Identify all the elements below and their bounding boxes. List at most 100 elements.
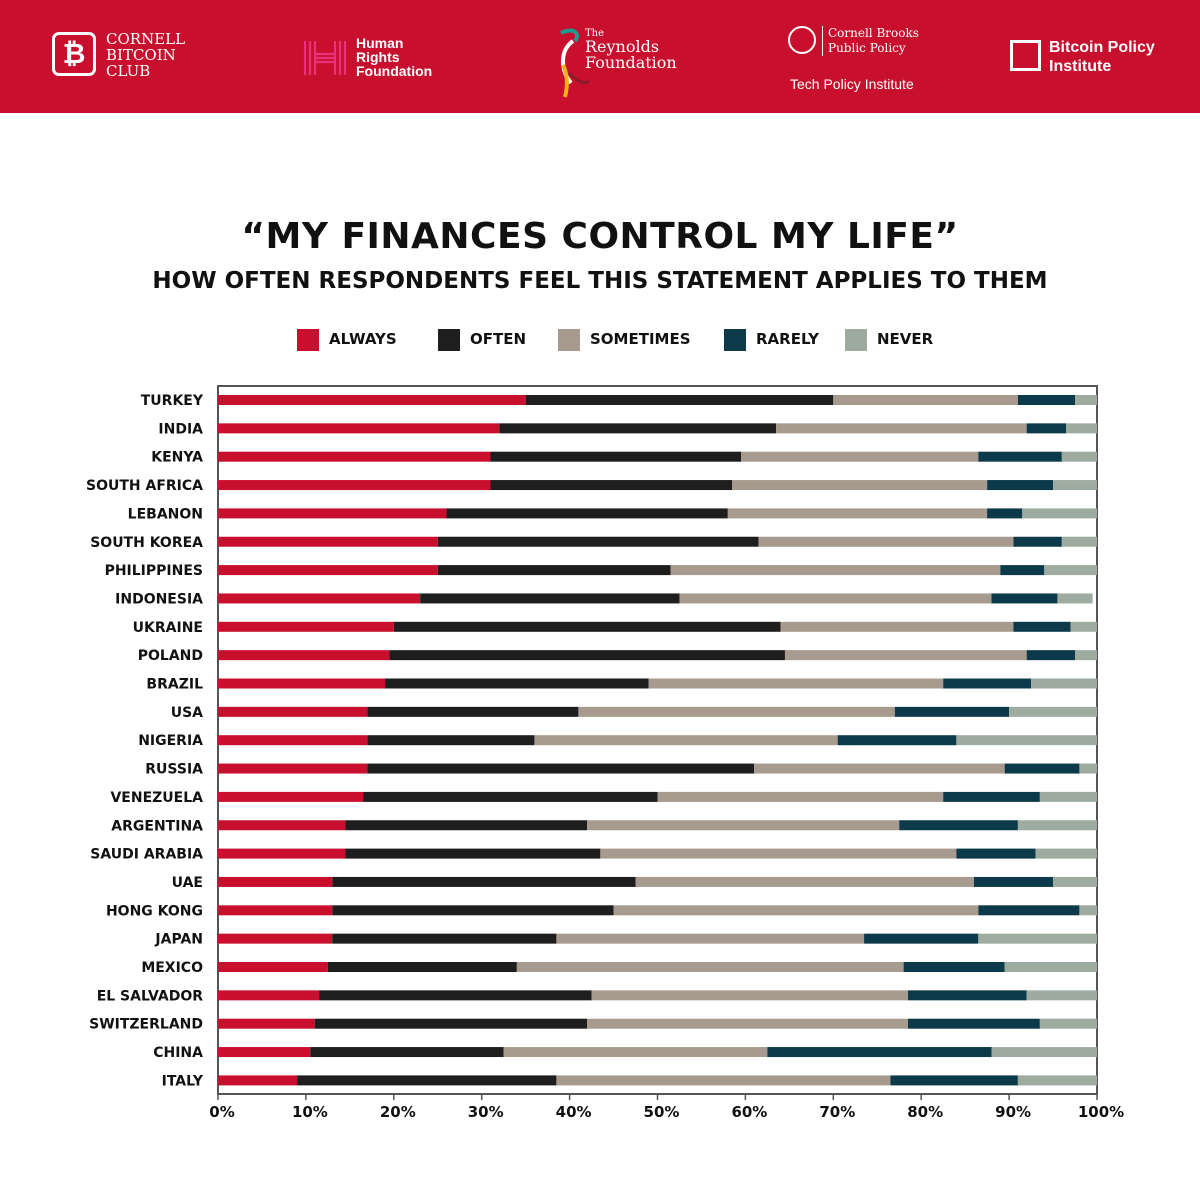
x-tick-label: 50% xyxy=(644,1103,680,1120)
bar-south-korea-never xyxy=(1061,536,1097,547)
reynolds-the: The xyxy=(585,28,605,39)
bar-brazil-always xyxy=(218,678,386,689)
bar-south-africa-never xyxy=(1053,480,1097,491)
chart-title: “MY FINANCES CONTROL MY LIFE” xyxy=(241,216,959,257)
bar-poland-always xyxy=(218,650,390,661)
bar-india-rarely xyxy=(1026,423,1067,434)
bar-lebanon-never xyxy=(1022,508,1097,519)
x-tick-label: 60% xyxy=(731,1103,767,1120)
bar-venezuela-sometimes xyxy=(657,791,944,802)
bar-hong-kong-sometimes xyxy=(613,905,979,916)
category-label-switzerland: SWITZERLAND xyxy=(89,1017,203,1033)
bar-philippines-sometimes xyxy=(670,565,1001,576)
cornell-seal-icon xyxy=(788,26,816,54)
x-tick-label: 80% xyxy=(907,1103,943,1120)
bar-uae-always xyxy=(218,876,333,887)
bar-indonesia-often xyxy=(420,593,680,604)
bar-hong-kong-often xyxy=(332,905,614,916)
bar-mexico-always xyxy=(218,962,328,972)
legend-label-often: OFTEN xyxy=(470,330,527,348)
bar-ukraine-rarely xyxy=(1013,621,1071,632)
legend-label-sometimes: SOMETIMES xyxy=(590,330,691,348)
bar-saudi-arabia-often xyxy=(345,848,601,859)
x-tick-label: 100% xyxy=(1078,1103,1124,1120)
bpi-square-icon xyxy=(1010,40,1041,71)
tech-policy-institute-text: Tech Policy Institute xyxy=(790,76,914,92)
bar-south-korea-sometimes xyxy=(758,536,1014,547)
bar-argentina-never xyxy=(1017,820,1097,831)
legend-swatch-always xyxy=(297,329,319,351)
bar-venezuela-always xyxy=(218,791,364,802)
category-label-uae: UAE xyxy=(172,875,203,891)
bar-usa-rarely xyxy=(894,706,1010,717)
x-tick-label: 10% xyxy=(292,1103,328,1120)
bar-el-salvador-never xyxy=(1026,990,1097,1001)
bar-switzerland-always xyxy=(218,1018,315,1029)
hrf-text: Human Rights Foundation xyxy=(356,35,433,79)
bar-india-often xyxy=(499,423,777,434)
bar-japan-often xyxy=(332,933,557,944)
cornell-brooks-text: Cornell Brooks Public Policy xyxy=(828,26,919,55)
reynolds-ribbon-icon xyxy=(560,28,591,98)
category-label-india: INDIA xyxy=(158,421,203,437)
bar-indonesia-sometimes xyxy=(679,593,992,604)
bar-china-sometimes xyxy=(503,1047,768,1058)
bar-south-africa-rarely xyxy=(987,480,1054,491)
bar-hong-kong-never xyxy=(1079,905,1097,916)
bar-japan-always xyxy=(218,933,333,944)
bar-uae-rarely xyxy=(973,876,1054,887)
category-label-china: CHINA xyxy=(153,1045,203,1061)
bar-argentina-always xyxy=(218,820,346,831)
bar-lebanon-always xyxy=(218,508,447,519)
bar-indonesia-always xyxy=(218,593,421,604)
x-tick-label: 20% xyxy=(380,1103,416,1120)
category-label-argentina: ARGENTINA xyxy=(111,818,203,834)
category-label-italy: ITALY xyxy=(162,1073,204,1089)
bar-ukraine-often xyxy=(393,621,781,632)
category-label-russia: RUSSIA xyxy=(145,762,203,778)
category-label-turkey: TURKEY xyxy=(141,393,204,409)
bar-south-korea-often xyxy=(437,536,759,547)
category-label-saudi-arabia: SAUDI ARABIA xyxy=(90,847,203,863)
x-tick-label: 90% xyxy=(995,1103,1031,1120)
bar-saudi-arabia-sometimes xyxy=(600,848,957,859)
bar-mexico-rarely xyxy=(903,962,1005,972)
cornell-brooks-logo: Cornell Brooks Public Policy Tech Policy… xyxy=(788,26,948,96)
bitcoin-policy-institute-logo: Bitcoin Policy Institute xyxy=(1010,38,1170,78)
chart-subtitle: HOW OFTEN RESPONDENTS FEEL THIS STATEMEN… xyxy=(152,268,1048,294)
bar-el-salvador-often xyxy=(319,990,592,1001)
bar-uae-sometimes xyxy=(635,876,974,887)
category-label-hong-kong: HONG KONG xyxy=(106,903,203,919)
bar-uae-often xyxy=(332,876,636,887)
bar-china-rarely xyxy=(767,1047,992,1058)
bar-el-salvador-sometimes xyxy=(591,990,909,1001)
bar-switzerland-sometimes xyxy=(587,1018,909,1029)
bar-el-salvador-always xyxy=(218,990,320,1001)
bar-philippines-rarely xyxy=(1000,565,1045,576)
bar-el-salvador-rarely xyxy=(908,990,1027,1001)
bar-china-often xyxy=(310,1047,504,1058)
bar-kenya-often xyxy=(490,451,742,462)
bar-usa-always xyxy=(218,706,368,717)
bar-lebanon-often xyxy=(446,508,728,519)
legend-swatch-often xyxy=(438,329,460,351)
bar-saudi-arabia-rarely xyxy=(956,848,1036,859)
bar-nigeria-always xyxy=(218,735,368,746)
bar-japan-sometimes xyxy=(556,933,865,944)
bar-switzerland-never xyxy=(1039,1018,1097,1029)
legend-label-always: ALWAYS xyxy=(329,330,397,348)
bar-uae-never xyxy=(1053,876,1097,887)
bar-india-never xyxy=(1066,423,1097,434)
bar-hong-kong-rarely xyxy=(978,905,1080,916)
category-label-ukraine: UKRAINE xyxy=(133,620,203,636)
category-label-south-korea: SOUTH KOREA xyxy=(90,535,203,551)
bar-japan-rarely xyxy=(864,933,979,944)
bar-china-always xyxy=(218,1047,311,1058)
bar-usa-often xyxy=(367,706,579,717)
bar-russia-sometimes xyxy=(754,763,1005,774)
bar-venezuela-rarely xyxy=(943,791,1040,802)
bar-lebanon-rarely xyxy=(987,508,1023,519)
bar-italy-often xyxy=(297,1075,557,1086)
category-label-el-salvador: EL SALVADOR xyxy=(97,988,204,1004)
header-bar: ₿ CORNELL BITCOIN CLUB Human Rights Foun… xyxy=(0,0,1200,113)
